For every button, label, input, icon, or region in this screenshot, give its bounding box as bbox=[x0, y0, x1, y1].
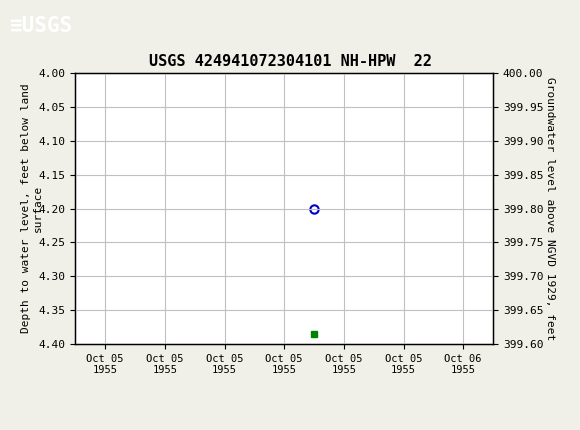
Y-axis label: Groundwater level above NGVD 1929, feet: Groundwater level above NGVD 1929, feet bbox=[545, 77, 555, 340]
Text: USGS 424941072304101 NH-HPW  22: USGS 424941072304101 NH-HPW 22 bbox=[148, 54, 432, 68]
Text: ≡USGS: ≡USGS bbox=[9, 16, 72, 36]
Y-axis label: Depth to water level, feet below land
surface: Depth to water level, feet below land su… bbox=[21, 84, 42, 333]
